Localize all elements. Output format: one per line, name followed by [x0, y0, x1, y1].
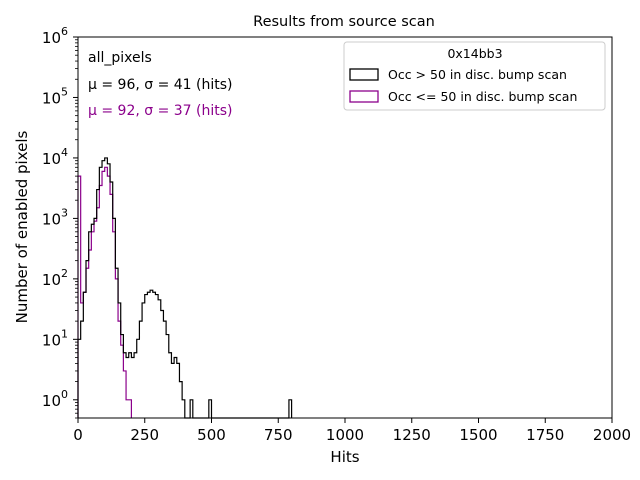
x-tick-label: 1750 — [526, 426, 564, 444]
x-tick-label: 0 — [73, 426, 83, 444]
y-tick-base: 10 — [42, 271, 61, 289]
x-tick-label: 1250 — [393, 426, 431, 444]
y-tick-label: 106 — [42, 25, 68, 47]
annotation-stats-black: μ = 96, σ = 41 (hits) — [88, 77, 233, 93]
y-tick-label: 104 — [42, 146, 68, 168]
y-axis-label: Number of enabled pixels — [13, 130, 31, 323]
x-axis-label: Hits — [330, 448, 359, 466]
y-tick-label: 102 — [42, 267, 68, 289]
y-tick-exponent: 3 — [61, 206, 68, 219]
x-tick-label: 2000 — [593, 426, 631, 444]
legend-swatch-magenta — [349, 90, 379, 103]
legend-entry-magenta: Occ <= 50 in disc. bump scan — [388, 89, 577, 104]
chart-title: Results from source scan — [253, 14, 435, 30]
y-tick-base: 10 — [42, 150, 61, 168]
legend-box — [343, 41, 606, 111]
legend-title: 0x14bb3 — [447, 46, 502, 61]
x-tick-label: 250 — [130, 426, 159, 444]
y-tick-base: 10 — [42, 210, 61, 228]
annotation-title: all_pixels — [88, 50, 152, 66]
y-tick-base: 10 — [42, 392, 61, 410]
y-tick-exponent: 6 — [61, 25, 68, 38]
stats-annotation: all_pixels μ = 96, σ = 41 (hits) μ = 92,… — [88, 50, 233, 119]
y-tick-exponent: 1 — [61, 327, 68, 340]
y-tick-exponent: 5 — [61, 85, 68, 98]
y-tick-base: 10 — [42, 89, 61, 107]
y-tick-exponent: 0 — [61, 388, 68, 401]
y-tick-label: 105 — [42, 85, 68, 107]
y-tick-exponent: 2 — [61, 267, 68, 280]
legend-swatch-black — [349, 68, 379, 81]
y-tick-label: 100 — [42, 388, 68, 410]
x-tick-label: 500 — [197, 426, 226, 444]
x-tick-label: 1500 — [459, 426, 497, 444]
y-tick-base: 10 — [42, 331, 61, 349]
legend-entry-black: Occ > 50 in disc. bump scan — [388, 67, 567, 82]
y-tick-exponent: 4 — [61, 146, 68, 159]
x-tick-label: 750 — [264, 426, 293, 444]
annotation-stats-magenta: μ = 92, σ = 37 (hits) — [88, 103, 233, 119]
x-axis: 0 250 500 750 1000 1250 1500 1750 2000 — [73, 418, 631, 444]
y-tick-label: 101 — [42, 327, 68, 349]
y-tick-label: 103 — [42, 206, 68, 228]
x-tick-label: 1000 — [326, 426, 364, 444]
legend: 0x14bb3 Occ > 50 in disc. bump scan Occ … — [343, 41, 606, 111]
y-tick-base: 10 — [42, 29, 61, 47]
